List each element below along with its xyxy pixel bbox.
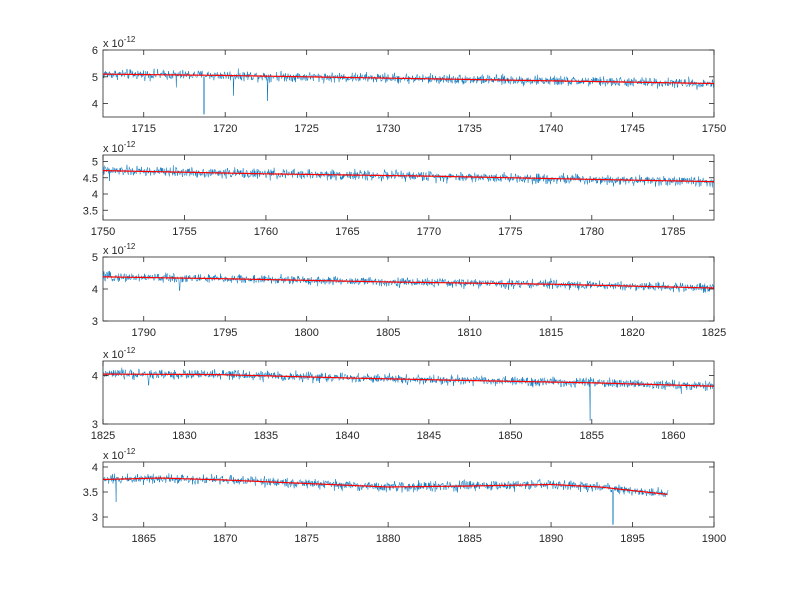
x-tick-label: 1750 [702, 123, 726, 135]
y-exponent-power: -12 [124, 242, 136, 251]
x-tick-label: 1890 [539, 533, 563, 545]
data-series-line [103, 473, 669, 525]
y-tick-label: 4.5 [83, 173, 98, 185]
axes-box [102, 461, 715, 528]
subplot-5: 1865 1870 1875 1880 1885 1890 1895 1900 3 3.5 4 x 1… [83, 447, 727, 545]
x-tick-label: 1850 [498, 430, 522, 442]
x-tick-label: 1725 [294, 123, 318, 135]
y-exponent-label: x 10-12 [103, 140, 136, 155]
y-exponent-power: -12 [124, 35, 136, 44]
y-tick-label: 3.5 [83, 487, 98, 499]
x-tick-label: 1855 [580, 430, 604, 442]
x-tick-label: 1820 [620, 327, 644, 339]
x-tick-label: 1805 [376, 327, 400, 339]
x-tick-label: 1765 [335, 226, 359, 238]
x-tick-label: 1790 [131, 327, 155, 339]
axes-box [102, 360, 715, 425]
x-tick-label: 1785 [661, 226, 685, 238]
y-exponent-power: -12 [124, 346, 136, 355]
x-tick-label: 1845 [417, 430, 441, 442]
x-tick-label: 1830 [172, 430, 196, 442]
y-tick-label: 4 [92, 371, 98, 383]
x-tick-label: 1715 [131, 123, 155, 135]
x-tick-label: 1760 [254, 226, 278, 238]
trend-series-line [103, 477, 668, 495]
x-tick-label: 1780 [580, 226, 604, 238]
x-tick-label: 1870 [213, 533, 237, 545]
y-tick-label: 4 [92, 189, 98, 201]
x-tick-label: 1835 [254, 430, 278, 442]
axes-box [102, 154, 715, 221]
y-exponent-label: x 10-12 [103, 242, 136, 257]
trend-series-line [103, 73, 714, 85]
y-exponent-power: -12 [124, 447, 136, 456]
y-tick-label: 6 [92, 45, 98, 57]
x-tick-label: 1815 [539, 327, 563, 339]
x-tick-label: 1900 [702, 533, 726, 545]
x-tick-label: 1825 [91, 430, 115, 442]
subplot-2: 1750 1755 1760 1765 1770 1775 1780 1785 3.5 4 4.5 5… [83, 140, 715, 238]
x-tick-label: 1720 [213, 123, 237, 135]
y-exponent-label: x 10-12 [103, 35, 136, 50]
x-tick-label: 1840 [335, 430, 359, 442]
x-tick-label: 1810 [457, 327, 481, 339]
trend-series-line [103, 170, 714, 183]
x-tick-label: 1795 [213, 327, 237, 339]
x-tick-label: 1755 [172, 226, 196, 238]
y-tick-label: 4 [92, 284, 98, 296]
x-tick-label: 1775 [498, 226, 522, 238]
subplot-3: 1790 1795 1800 1805 1810 1815 1820 1825 3 4 5 x 10-… [92, 242, 726, 339]
data-series-line [103, 367, 714, 421]
y-tick-label: 3 [92, 512, 98, 524]
y-tick-label: 5 [92, 252, 98, 264]
subplot-1: 1715 1720 1725 1730 1735 1740 1745 1750 4 5 6 x 10-… [92, 35, 726, 135]
x-tick-label: 1750 [91, 226, 115, 238]
y-tick-label: 3 [92, 316, 98, 328]
axes-box [102, 49, 715, 118]
x-tick-label: 1885 [457, 533, 481, 545]
y-exponent-label: x 10-12 [103, 346, 136, 361]
x-tick-label: 1860 [661, 430, 685, 442]
y-tick-label: 4 [92, 99, 98, 111]
y-tick-label: 5 [92, 72, 98, 84]
trend-series-line [103, 373, 714, 387]
subplot-4: 1825 1830 1835 1840 1845 1850 1855 1860 3 4 x 10-1… [91, 346, 715, 442]
y-exponent-power: -12 [124, 140, 136, 149]
axes-box [102, 256, 715, 322]
x-tick-label: 1880 [376, 533, 400, 545]
x-tick-label: 1745 [620, 123, 644, 135]
y-tick-label: 3.5 [83, 205, 98, 217]
trend-series-line [103, 276, 714, 289]
x-tick-label: 1730 [376, 123, 400, 135]
x-tick-label: 1800 [294, 327, 318, 339]
y-tick-label: 4 [92, 462, 98, 474]
y-tick-label: 5 [92, 157, 98, 169]
x-tick-label: 1735 [457, 123, 481, 135]
y-exponent-label: x 10-12 [103, 447, 136, 462]
x-tick-label: 1875 [294, 533, 318, 545]
x-tick-label: 1770 [417, 226, 441, 238]
x-tick-label: 1865 [131, 533, 155, 545]
x-tick-label: 1825 [702, 327, 726, 339]
y-tick-label: 3 [92, 419, 98, 431]
x-tick-label: 1740 [539, 123, 563, 135]
x-tick-label: 1895 [620, 533, 644, 545]
